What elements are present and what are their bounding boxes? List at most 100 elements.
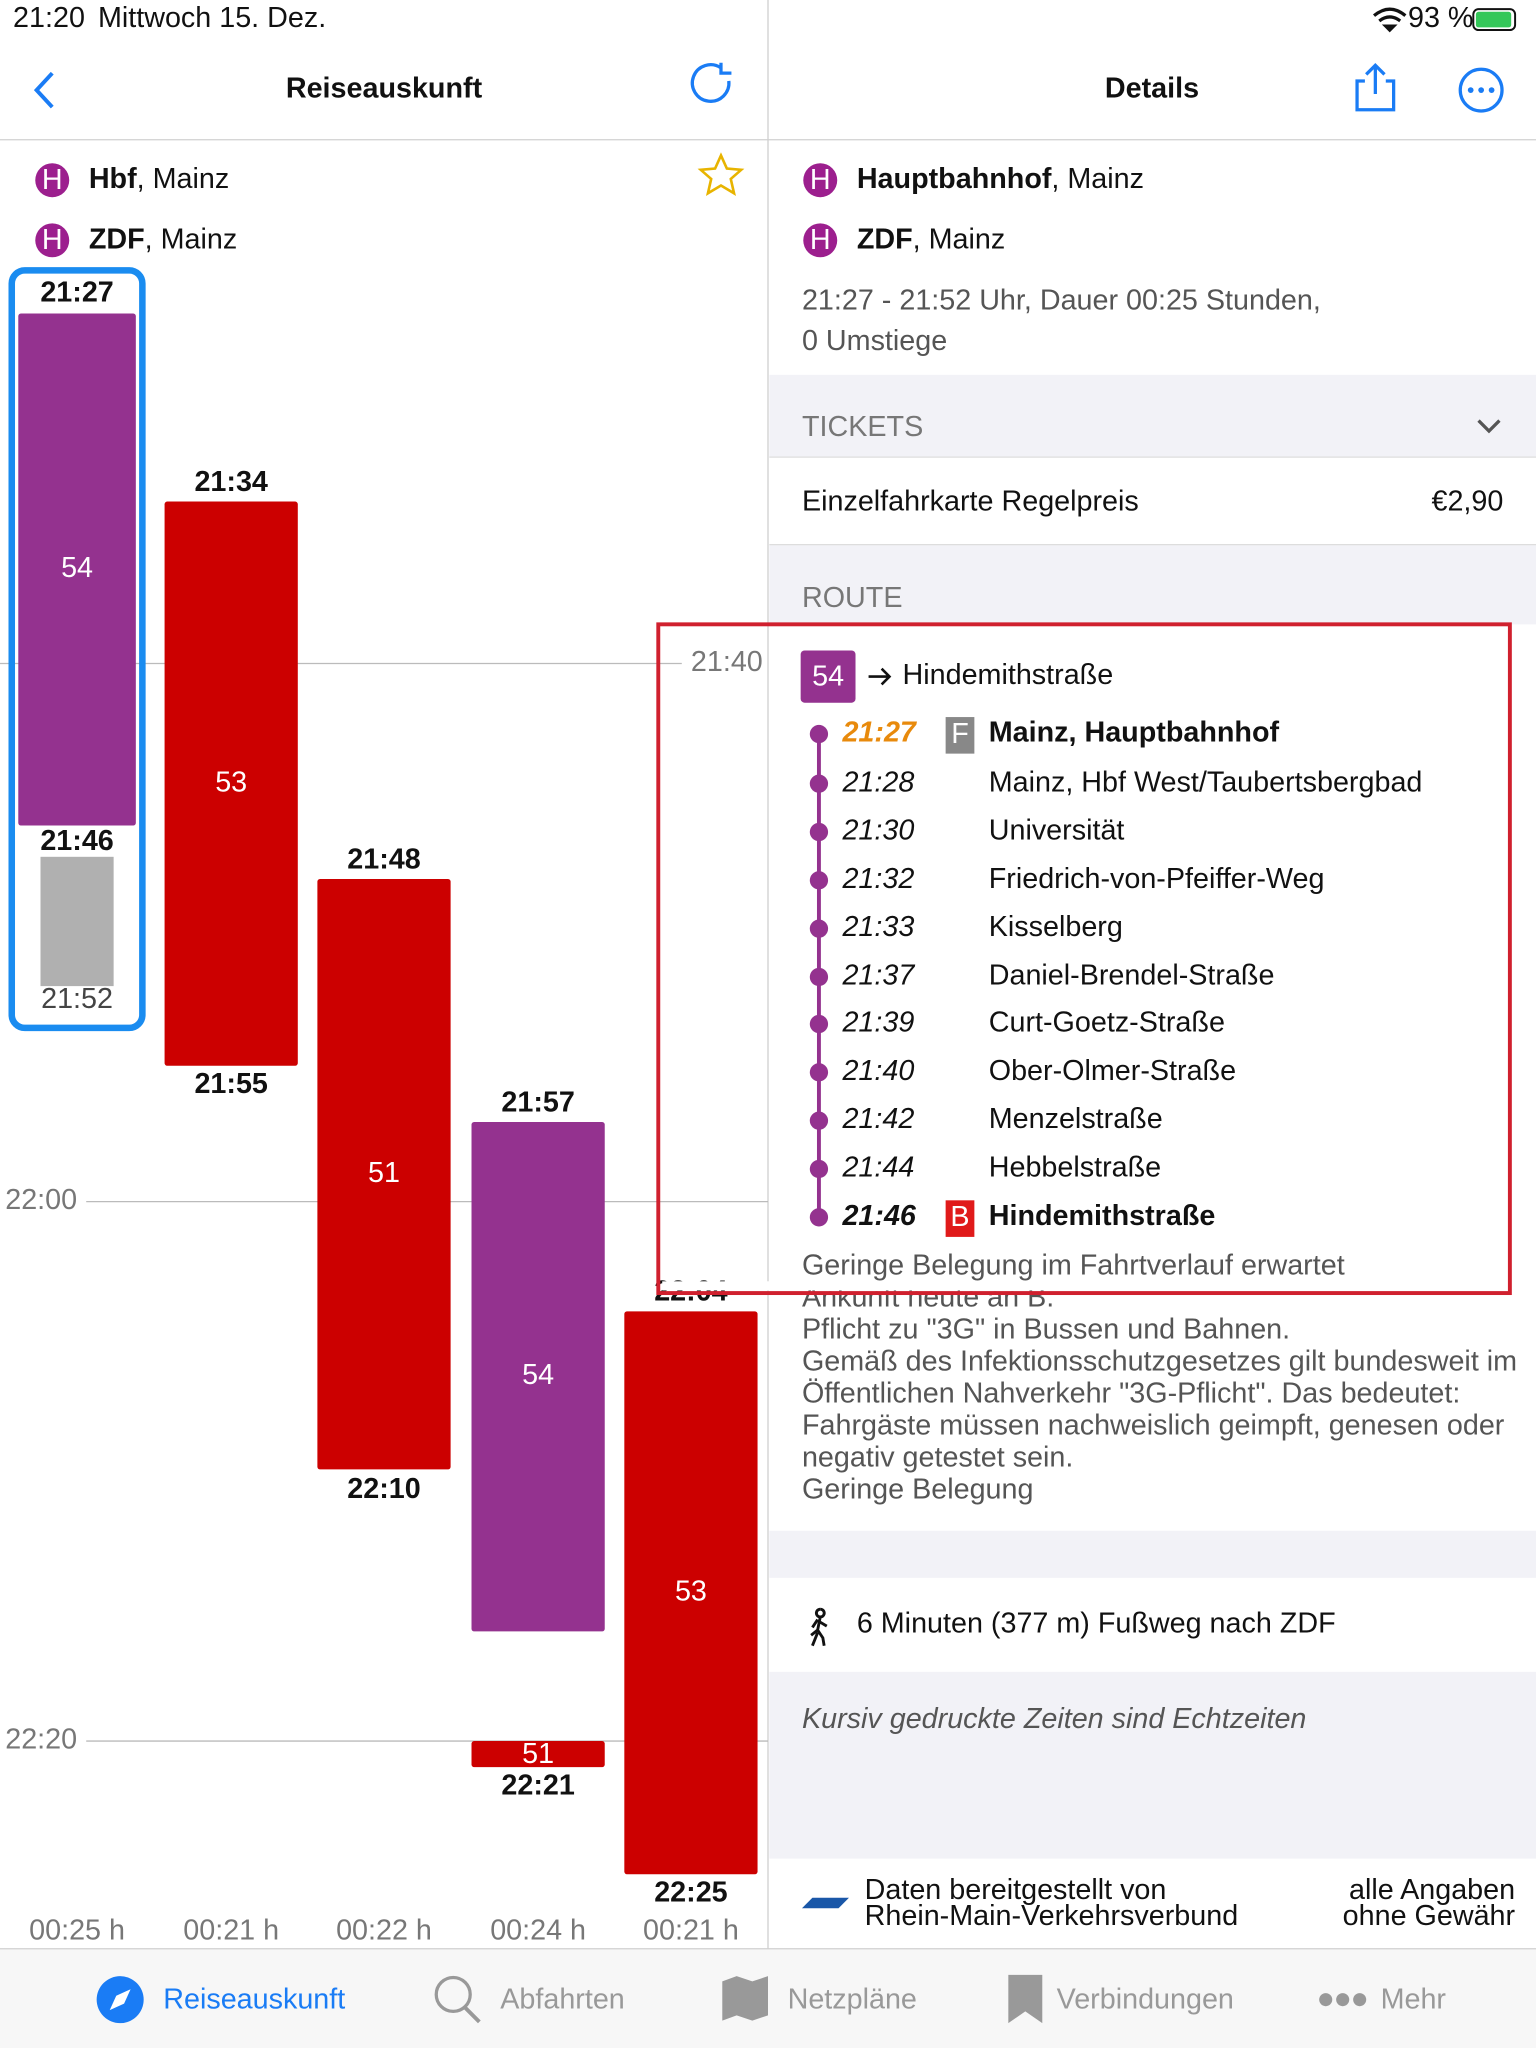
tab-label[interactable]: Mehr [1381, 1984, 1447, 2016]
tab-label[interactable]: Netzpläne [788, 1984, 917, 2016]
route-note: Geringe Belegung im Fahrtverlauf erwarte… [802, 1250, 1345, 1282]
right-title: Details [1105, 73, 1199, 105]
tab-icon [1008, 1974, 1043, 2024]
arrival: 21:52 [41, 983, 113, 1015]
summary: 21:27 - 21:52 Uhr, Dauer 00:25 Stunden, [802, 284, 1321, 316]
duration: 00:22 h [336, 1914, 432, 1946]
route-note: Fahrgäste müssen nachweislich geimpft, g… [802, 1410, 1505, 1442]
leg-line: 54 [61, 552, 93, 584]
battery-level [1475, 11, 1512, 28]
band [769, 374, 1536, 458]
status-date: Mittwoch 15. Dez. [98, 2, 326, 34]
tab-icon [722, 1976, 768, 2021]
tab-icon [434, 1975, 481, 2024]
realtime-note: Kursiv gedruckte Zeiten sind Echtzeiten [802, 1703, 1306, 1735]
stop-name: Hbf [89, 163, 137, 195]
more-button[interactable] [1458, 67, 1504, 113]
route-note: Öffentlichen Nahverkehr "3G-Pflicht". Da… [802, 1378, 1460, 1410]
stop-time: 21:27 [841, 717, 917, 749]
departure: 21:48 [347, 843, 420, 875]
leg-bar [164, 501, 298, 1066]
stop-dot [809, 871, 829, 890]
favorite-button[interactable] [697, 152, 745, 197]
stop-city: , Mainz [137, 163, 230, 195]
status-time: 21:20 [13, 2, 85, 34]
stop-name: Menzelstraße [989, 1103, 1163, 1135]
duration: 00:24 h [490, 1914, 586, 1946]
tab-label[interactable]: Abfahrten [500, 1984, 625, 2016]
cover [662, 1281, 1506, 1291]
band [769, 1530, 1536, 1578]
journey[interactable]: 54 51 21:57 22:21 00:24 h [471, 1086, 605, 1946]
selection-frame [8, 267, 146, 1032]
departure: 21:27 [40, 276, 113, 308]
stop: ZDF, Mainz [857, 223, 1005, 255]
duration: 00:25 h [29, 1914, 125, 1946]
station-icon [35, 223, 70, 258]
route-note: negativ getestet sein. [802, 1442, 1073, 1474]
rmv-logo [801, 1897, 849, 1909]
station-icon-label: H [810, 164, 831, 196]
arrival: 21:55 [194, 1068, 267, 1100]
stop-name: Ober-Olmer-Straße [989, 1055, 1236, 1087]
line-number: 54 [812, 660, 844, 692]
tab-label[interactable]: Verbindungen [1057, 1984, 1234, 2016]
arrival: 22:25 [654, 1876, 727, 1908]
refresh-button[interactable] [690, 62, 732, 103]
leg-line: 53 [675, 1575, 707, 1607]
walk: 6 Minuten (377 m) Fußweg nach ZDF [857, 1607, 1336, 1639]
expand-toggle[interactable] [1477, 419, 1501, 434]
platform-label: B [950, 1201, 969, 1233]
journey[interactable]: 53 21:34 21:55 00:21 h [164, 466, 298, 1946]
stop-time: 21:30 [841, 815, 914, 847]
stop-city: , Mainz [913, 223, 1006, 255]
stop-time: 21:44 [841, 1152, 914, 1184]
station-icon [803, 223, 838, 258]
tab-label[interactable]: Reiseauskunft [163, 1984, 345, 2016]
stop-name: Mainz, Hbf West/Taubertsbergbad [989, 766, 1423, 798]
stop-name: Hauptbahnhof [857, 163, 1052, 195]
walk-bar [40, 856, 114, 987]
station-icon-label: H [42, 224, 63, 256]
highlight-box [656, 622, 1512, 1296]
summary: 0 Umstiege [802, 325, 947, 357]
route-note: Gemäß des Infektionsschutzgesetzes gilt … [802, 1346, 1517, 1378]
footer-disclaimer: ohne Gewähr [1343, 1900, 1516, 1932]
battery-icon [1472, 8, 1517, 32]
stop-time: 21:40 [841, 1055, 914, 1087]
back-button[interactable] [33, 71, 54, 109]
stop: Hauptbahnhof, Mainz [857, 163, 1144, 195]
band [769, 1671, 1536, 1859]
stop-dot [809, 919, 829, 938]
stop-time: 21:46 [841, 1200, 916, 1232]
stop-dot [809, 774, 829, 793]
line-badge [800, 650, 856, 703]
departure: 21:57 [501, 1086, 574, 1118]
stop-name: ZDF [857, 223, 913, 255]
arrival: 22:10 [347, 1473, 420, 1505]
leg-bar [471, 1741, 605, 1768]
leg-line: 53 [215, 766, 247, 798]
stop-name: Kisselberg [989, 911, 1123, 943]
share-button[interactable] [1355, 62, 1396, 112]
stop-name: Curt-Goetz-Straße [989, 1007, 1225, 1039]
stop-time: 21:39 [841, 1007, 914, 1039]
ticket-name[interactable]: Einzelfahrkarte Regelpreis [802, 485, 1139, 517]
section-heading: ROUTE [802, 582, 903, 614]
leg-line: 54 [522, 1359, 554, 1391]
leg-line: 51 [368, 1157, 400, 1189]
stop-dot [809, 822, 829, 842]
leg-bar [624, 1311, 758, 1875]
journey[interactable]: 54 21:46 21:27 21:52 00:25 h [8, 267, 146, 1946]
journey[interactable]: 51 21:48 22:10 00:22 h [317, 843, 451, 1946]
section-heading: TICKETS [802, 411, 923, 443]
stop-dot [809, 967, 829, 987]
stop-dot [809, 1208, 829, 1227]
stop: ZDF, Mainz [89, 223, 237, 255]
stop-time: 21:42 [841, 1103, 914, 1135]
left-title: Reiseauskunft [286, 73, 483, 105]
walk-icon [810, 1607, 828, 1647]
ticket-price: €2,90 [1431, 485, 1503, 517]
station-icon-label: H [810, 224, 831, 256]
